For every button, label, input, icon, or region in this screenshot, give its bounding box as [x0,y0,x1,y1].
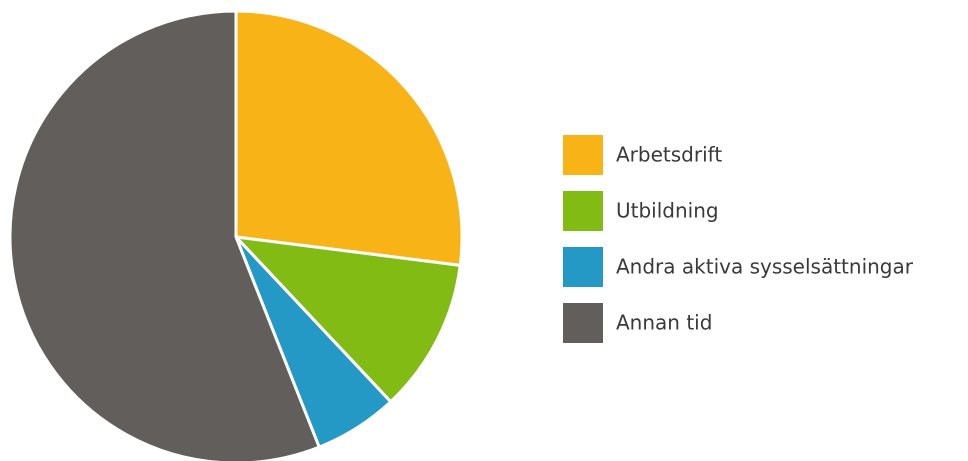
legend-swatch [563,247,603,287]
legend-label: Arbetsdrift [616,143,722,167]
legend-label: Andra aktiva sysselsättningar [616,255,914,279]
pie-slice [234,9,464,267]
legend: Arbetsdrift Utbildning Andra aktiva syssel… [563,135,914,343]
legend-swatch [563,135,603,175]
pie [8,9,464,461]
pie-slice [234,235,462,404]
legend-label: Annan tid [616,311,712,335]
legend-swatch [563,303,603,343]
legend-label: Utbildning [616,199,719,223]
legend-swatch [563,191,603,231]
